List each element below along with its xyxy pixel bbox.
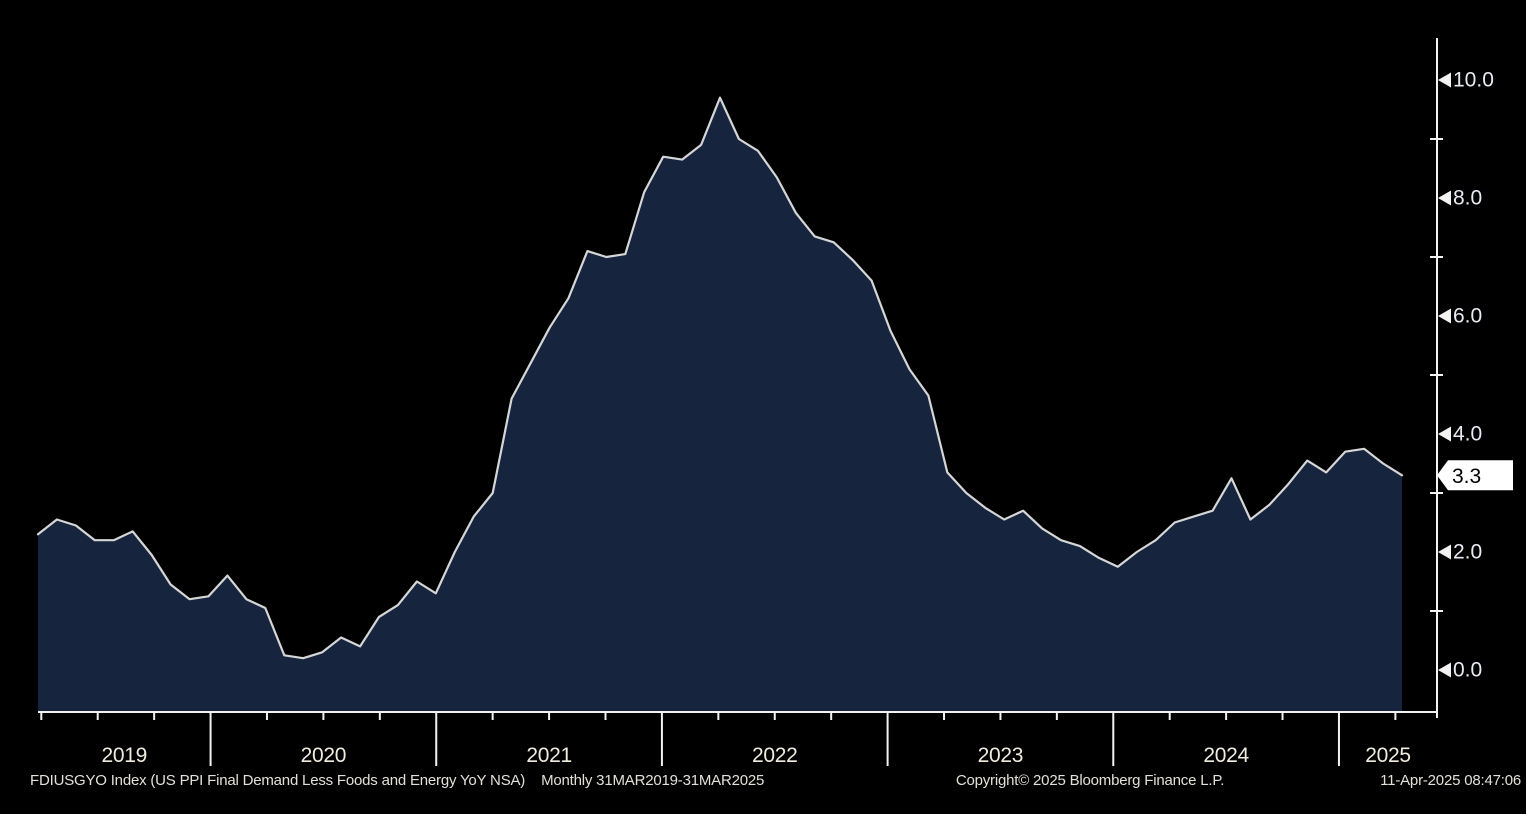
area-fill: [38, 97, 1402, 712]
plot-area[interactable]: [38, 38, 1437, 712]
x-axis-year-label: 2021: [526, 744, 572, 767]
last-value-badge: [1437, 460, 1513, 491]
y-axis-tick-label: 6.0: [1453, 305, 1482, 328]
timestamp: 11-Apr-2025 08:47:06: [1380, 772, 1521, 789]
y-tick-arrow-icon: [1438, 544, 1451, 560]
y-tick-arrow-icon: [1438, 190, 1451, 206]
x-axis-year-label: 2024: [1203, 744, 1249, 767]
x-axis-year-label: 2020: [301, 744, 347, 767]
x-axis-year-label: 2022: [752, 744, 798, 767]
periodicity-label: Monthly 31MAR2019-31MAR2025: [541, 772, 765, 789]
y-axis-tick-label: 4.0: [1453, 423, 1482, 446]
data-line: [36, 96, 1404, 660]
last-value-label: 3.3: [1452, 465, 1481, 488]
y-axis-tick-label: 8.0: [1453, 187, 1482, 210]
x-axis-year-label: 2025: [1365, 744, 1411, 767]
y-axis-tick-label: 0.0: [1453, 659, 1482, 682]
chart-footer: FDIUSGYO Index (US PPI Final Demand Less…: [0, 769, 1526, 795]
y-tick-arrow-icon: [1438, 72, 1451, 88]
y-tick-arrow-icon: [1438, 426, 1451, 442]
y-tick-arrow-icon: [1438, 662, 1451, 678]
copyright-notice: Copyright© 2025 Bloomberg Finance L.P.: [955, 772, 1225, 789]
x-axis-year-label: 2023: [978, 744, 1024, 767]
y-axis-tick-label: 10.0: [1453, 69, 1494, 92]
chart-description: FDIUSGYO Index (US PPI Final Demand Less…: [30, 772, 764, 789]
y-tick-arrow-icon: [1438, 308, 1451, 324]
x-axis-year-label: 2019: [102, 744, 148, 767]
y-axis-tick-label: 2.0: [1453, 541, 1482, 564]
security-label: FDIUSGYO Index (US PPI Final Demand Less…: [30, 772, 526, 789]
